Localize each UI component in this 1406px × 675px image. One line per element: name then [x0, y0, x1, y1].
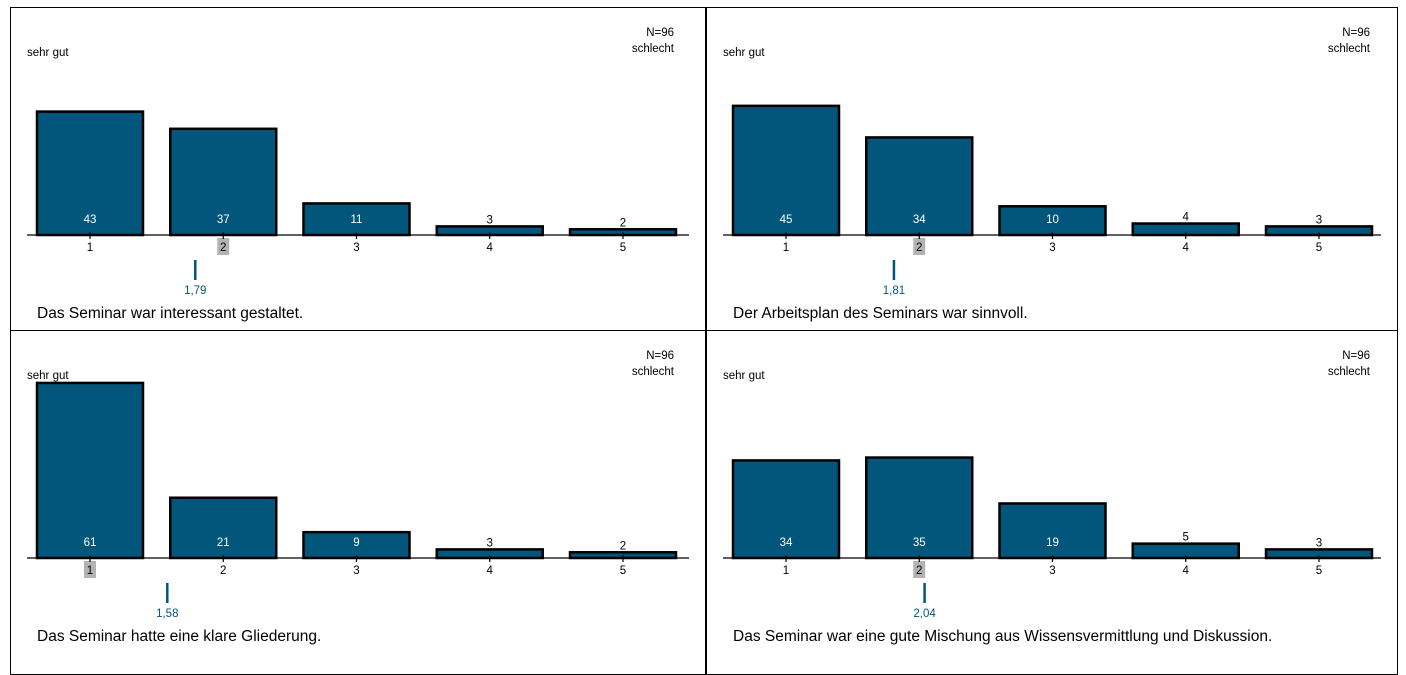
scale-left-label: sehr gut [27, 370, 69, 382]
x-tick-label: 3 [1049, 242, 1055, 254]
scale-right-label: schlecht [1328, 366, 1371, 378]
bar-value-label: 3 [487, 214, 493, 226]
x-tick-label: 3 [353, 565, 359, 577]
bar-1 [731, 459, 841, 560]
x-tick-label: 1 [87, 565, 93, 577]
scale-right-label: schlecht [632, 43, 675, 55]
mean-label: 1,79 [184, 285, 206, 297]
bar-1 [731, 104, 841, 237]
median-highlight [217, 238, 230, 255]
x-tick-label: 2 [220, 242, 226, 254]
x-tick-label: 4 [487, 565, 494, 577]
bar-value-label: 34 [913, 214, 926, 226]
bar-value-label: 3 [1316, 537, 1322, 549]
chart-panel-1: N=96 schlecht sehr gut 43 37 11 3 2 1 2 3 4 5 1,79 Das… [10, 7, 706, 331]
x-tick-label: 4 [1183, 565, 1190, 577]
scale-right-label: schlecht [632, 366, 675, 378]
scale-left-label: sehr gut [723, 47, 765, 59]
n-label: N=96 [646, 27, 674, 39]
mean-label: 1,58 [156, 608, 178, 620]
bar-value-label: 43 [84, 214, 97, 226]
bar-value-label: 3 [1316, 214, 1322, 226]
mean-label: 2,04 [913, 608, 936, 620]
x-tick-label: 1 [783, 565, 789, 577]
bar-3 [302, 530, 411, 560]
x-tick-label: 4 [487, 242, 494, 254]
x-tick-label: 1 [783, 242, 789, 254]
chart-caption: Das Seminar war interessant gestaltet. [37, 305, 304, 322]
scale-left-label: sehr gut [27, 47, 69, 59]
bar-3 [998, 502, 1107, 560]
bar-value-label: 34 [780, 537, 793, 549]
bar-value-label: 19 [1046, 537, 1059, 549]
x-tick-label: 5 [620, 242, 626, 254]
x-tick-label: 2 [220, 565, 226, 577]
x-tick-label: 3 [353, 242, 359, 254]
bar-value-label: 5 [1183, 532, 1189, 544]
bar-2 [169, 127, 278, 237]
x-tick-label: 5 [1316, 242, 1322, 254]
chart-panel-4: N=96 schlecht sehr gut 34 35 19 5 3 1 2 3 4 5 2,04 Das… [706, 330, 1398, 675]
chart-caption: Das Seminar hatte eine klare Gliederung. [37, 628, 322, 645]
chart-panel-2: N=96 schlecht sehr gut 45 34 10 4 3 1 2 3 4 5 1,81 Der… [706, 7, 1398, 331]
x-tick-label: 1 [87, 242, 93, 254]
bar-1 [35, 381, 145, 560]
bar-value-label: 10 [1046, 214, 1059, 226]
chart-caption: Das Seminar war eine gute Mischung aus W… [733, 628, 1273, 645]
scale-right-label: schlecht [1328, 43, 1371, 55]
scale-left-label: sehr gut [723, 370, 765, 382]
chart-panel-3: N=96 schlecht sehr gut 61 21 9 3 2 1 2 3 4 5 1,58 Das … [10, 330, 706, 675]
x-tick-label: 5 [1316, 565, 1322, 577]
n-label: N=96 [646, 350, 674, 362]
bar-value-label: 2 [620, 540, 626, 552]
bar-value-label: 45 [780, 214, 793, 226]
median-highlight [84, 561, 96, 578]
bar-value-label: 61 [84, 537, 97, 549]
x-tick-label: 5 [620, 565, 626, 577]
median-highlight [913, 561, 926, 578]
bar-1 [35, 110, 145, 237]
x-tick-label: 4 [1183, 242, 1190, 254]
chart-caption: Der Arbeitsplan des Seminars war sinnvol… [733, 305, 1028, 322]
bar-value-label: 35 [913, 537, 926, 549]
bar-value-label: 9 [353, 537, 359, 549]
chart-svg: N=96 schlecht sehr gut 43 37 11 3 2 1 2 3 4 5 1,79 [27, 27, 689, 297]
x-tick-label: 2 [916, 242, 922, 254]
x-tick-label: 3 [1049, 565, 1055, 577]
bar-value-label: 4 [1183, 212, 1190, 224]
mean-label: 1,81 [883, 285, 905, 297]
bar-value-label: 11 [351, 214, 363, 226]
bar-value-label: 21 [217, 537, 230, 549]
x-tick-label: 2 [916, 565, 922, 577]
bar-value-label: 2 [620, 217, 626, 229]
bar-value-label: 3 [487, 537, 493, 549]
bar-2 [169, 496, 278, 560]
bar-value-label: 37 [217, 214, 230, 226]
n-label: N=96 [1342, 350, 1370, 362]
median-highlight [913, 238, 926, 255]
n-label: N=96 [1342, 27, 1370, 39]
